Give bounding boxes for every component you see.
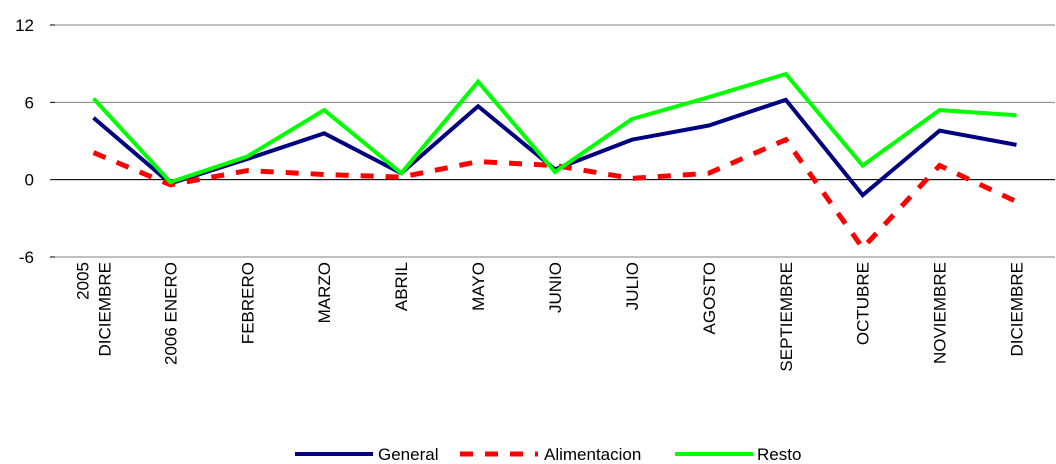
x-tick-label: ABRIL	[392, 262, 411, 311]
y-tick-label: 6	[25, 93, 34, 112]
series-line-general	[92, 97, 1017, 198]
gridlines	[55, 24, 1055, 258]
y-tick-label: -6	[19, 248, 34, 267]
x-tick-label: OCTUBRE	[854, 262, 873, 345]
legend-label-alimentacion: Alimentacion	[544, 445, 641, 464]
series-lines	[92, 71, 1018, 252]
legend-label-resto: Resto	[757, 445, 801, 464]
x-tick-label: JUNIO	[546, 262, 565, 313]
x-tick-label: DICIEMBRE	[95, 262, 114, 356]
x-tick-labels: 2005 DICIEMBRE 2006 ENERO FEBRERO MARZO ABRIL…	[73, 262, 1026, 372]
x-tick-label: DICIEMBRE	[1008, 262, 1027, 356]
legend-label-general: General	[378, 445, 438, 464]
y-tick-labels: -6 0 6 12	[15, 16, 34, 267]
series-line-alimentacion	[92, 136, 1018, 252]
x-tick-label: 2005	[73, 262, 92, 300]
x-tick-label: JULIO	[623, 262, 642, 310]
x-tick-label: MAYO	[469, 262, 488, 311]
x-tick-label: SEPTIEMBRE	[777, 262, 796, 372]
x-tick-label: NOVIEMBRE	[931, 262, 950, 364]
series-line-resto	[92, 71, 1017, 185]
x-tick-label: FEBRERO	[238, 262, 257, 344]
x-tick-label: MARZO	[315, 262, 334, 323]
axes	[50, 24, 1055, 258]
x-tick-label: AGOSTO	[700, 262, 719, 334]
y-tick-label: 12	[15, 16, 34, 35]
y-tick-label: 0	[25, 171, 34, 190]
legend: General Alimentacion Resto	[295, 445, 801, 464]
x-tick-label: 2006 ENERO	[161, 262, 180, 365]
